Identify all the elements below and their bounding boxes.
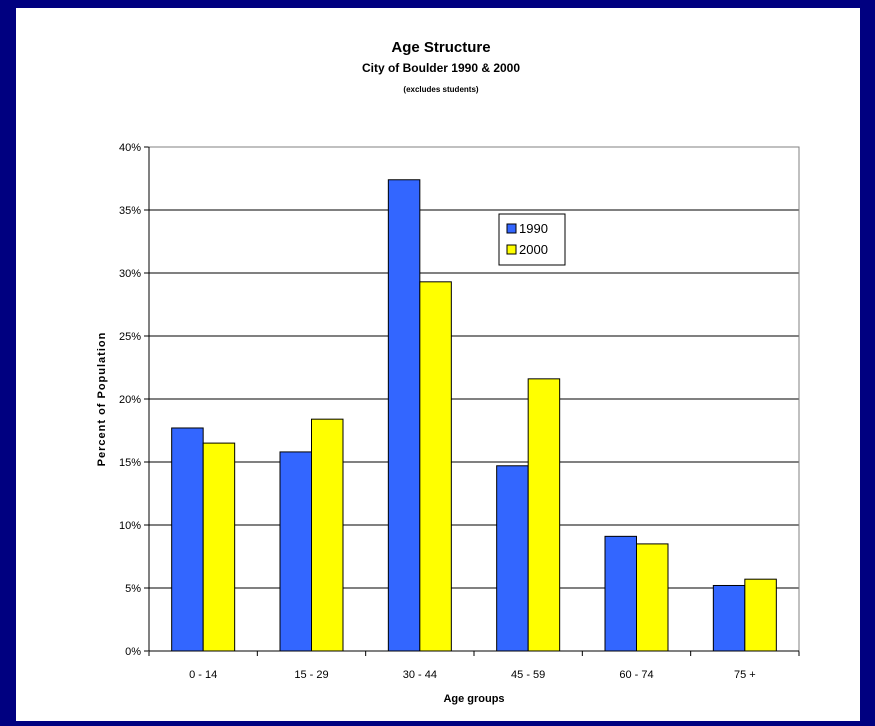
chart-note: (excludes students): [403, 85, 478, 94]
legend-swatch-1990: [506, 223, 517, 234]
y-tick-label: 20%: [119, 394, 141, 406]
bar-1990-2: [279, 451, 312, 652]
y-axis-label: Percent of Population: [96, 332, 108, 467]
bar-1990-1: [171, 427, 204, 652]
bar-1990-3: [387, 179, 421, 652]
bar-2000-6: [744, 578, 777, 652]
y-tick-label: 25%: [119, 331, 141, 343]
gridlines: [149, 146, 799, 589]
bar-2000-1: [202, 442, 236, 652]
bar-2000-4: [527, 378, 561, 652]
y-tick-label: 30%: [119, 268, 141, 280]
legend-box: [498, 213, 566, 266]
x-tick-label: 60 - 74: [619, 669, 653, 681]
bar-1990-6: [712, 584, 746, 652]
legend-label-2000: 2000: [519, 242, 548, 257]
x-tick-label: 75 +: [734, 669, 756, 681]
x-tick-label: 45 - 59: [511, 669, 545, 681]
chart-subtitle: City of Boulder 1990 & 2000: [362, 61, 520, 75]
bar-2000-3: [419, 281, 452, 652]
y-tick-label: 35%: [119, 205, 141, 217]
y-tick-label: 5%: [125, 583, 141, 595]
y-tick-label: 10%: [119, 520, 141, 532]
legend-label-1990: 1990: [519, 221, 548, 236]
legend: 1990 2000: [498, 213, 566, 266]
y-tick-label: 15%: [119, 457, 141, 469]
bar-2000-2: [311, 418, 344, 652]
x-tick-label: 0 - 14: [189, 669, 217, 681]
bar-chart: Age Structure City of Boulder 1990 & 200…: [96, 39, 800, 705]
y-tick-label: 40%: [119, 142, 141, 154]
x-axis-label: Age groups: [443, 693, 504, 705]
bar-1990-5: [604, 535, 637, 652]
chart-title: Age Structure: [391, 39, 490, 56]
legend-swatch-2000: [506, 244, 517, 255]
x-tick-label: 30 - 44: [403, 669, 437, 681]
bar-2000-5: [636, 543, 669, 652]
x-tick-label: 15 - 29: [294, 669, 328, 681]
y-axis-ticks: 0% 5% 10% 15% 20% 25% 30% 35% 40%: [119, 142, 149, 658]
chart-panel: Age Structure City of Boulder 1990 & 200…: [16, 8, 860, 721]
bars: [171, 179, 777, 652]
x-axis-ticks: 0 - 14 15 - 29 30 - 44 45 - 59 60 - 74 75 +: [148, 651, 800, 681]
y-tick-label: 0%: [125, 646, 141, 658]
bar-1990-4: [496, 465, 529, 652]
